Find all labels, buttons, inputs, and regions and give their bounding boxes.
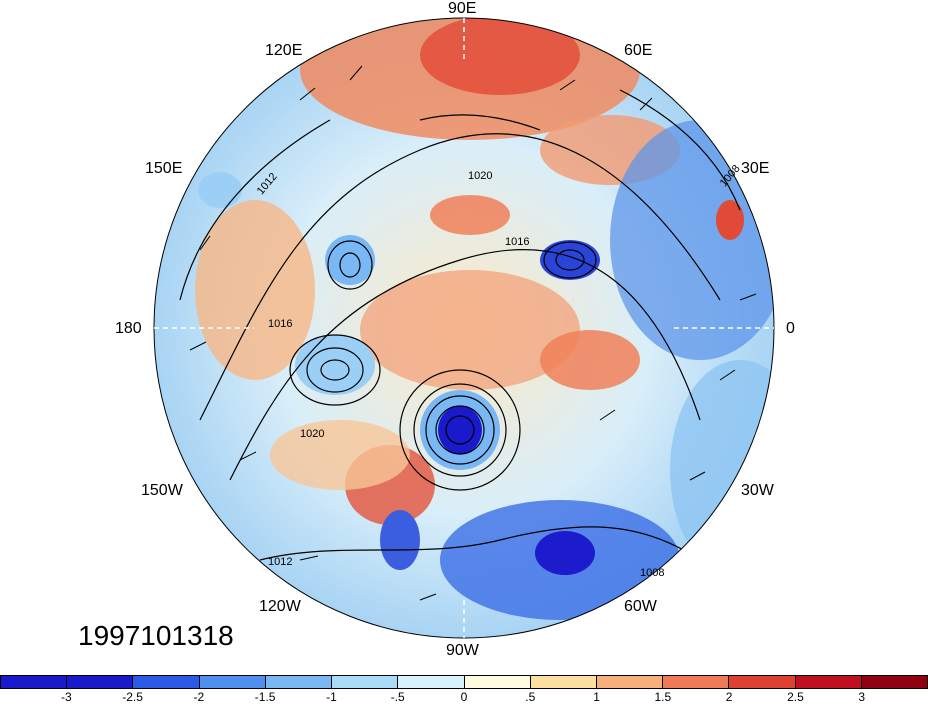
colorbar-cell xyxy=(265,676,333,688)
colorbar-cell xyxy=(530,676,597,688)
lon-label-30e: 30E xyxy=(741,160,770,177)
lon-label-60w: 60W xyxy=(624,598,657,615)
contour-label: 1016 xyxy=(268,318,293,330)
colorbar-tick-label: 2.5 xyxy=(787,690,804,704)
contour-label: 1008 xyxy=(640,567,665,579)
colorbar-cell xyxy=(464,676,531,688)
lon-label-0: 0 xyxy=(786,320,795,337)
colorbar-tick-label: 1.5 xyxy=(654,690,672,704)
colorbar-tick-label: -3 xyxy=(60,690,72,704)
lon-label-60e: 60E xyxy=(624,42,653,59)
lon-label-120e: 120E xyxy=(265,42,303,59)
contour-label: 1016 xyxy=(505,236,530,248)
colorbar-tick-label: -1 xyxy=(326,690,337,704)
colorbar-tick-label: -2 xyxy=(193,690,205,704)
contour-label: 1012 xyxy=(268,556,293,568)
timestamp-label: 1997101318 xyxy=(78,620,234,651)
contour-label: 1020 xyxy=(300,428,325,440)
meridian-lines xyxy=(154,18,774,638)
lon-label-30w: 30W xyxy=(741,482,774,499)
lon-label-120w: 120W xyxy=(259,598,301,615)
colorbar-tick-label: -2.5 xyxy=(122,690,143,704)
lon-label-90e: 90E xyxy=(448,0,477,17)
colorbar-cell xyxy=(861,676,928,688)
colorbar-tick-label: 2 xyxy=(725,690,733,704)
colorbar-cell xyxy=(133,676,200,688)
colorbar-cell xyxy=(795,676,862,688)
colorbar-tick-label: 3 xyxy=(858,690,866,704)
colorbar-cell xyxy=(398,676,465,688)
lon-label-90w: 90W xyxy=(446,642,479,659)
colorbar-tick-label: .5 xyxy=(525,690,536,704)
map-disk xyxy=(154,18,774,638)
colorbar-cell xyxy=(199,676,266,688)
colorbar-cell xyxy=(332,676,399,688)
colorbar-tick-label: -1.5 xyxy=(254,690,276,704)
lon-label-150w: 150W xyxy=(141,482,183,499)
isobar-contours xyxy=(179,89,741,561)
colorbar-cell xyxy=(729,676,796,688)
lon-label-180: 180 xyxy=(115,320,142,337)
colorbar-cell xyxy=(67,676,134,688)
colorbar-tick-label: -.5 xyxy=(390,690,405,704)
colorbar xyxy=(0,675,928,689)
lon-label-150e: 150E xyxy=(145,160,183,177)
colorbar-tick-label: 0 xyxy=(460,690,468,704)
colorbar-cell xyxy=(596,676,664,688)
contour-label: 1020 xyxy=(468,170,493,182)
colorbar-cell xyxy=(663,676,730,688)
colorbar-cell xyxy=(1,676,68,688)
colorbar-tick-label: 1 xyxy=(593,690,600,704)
